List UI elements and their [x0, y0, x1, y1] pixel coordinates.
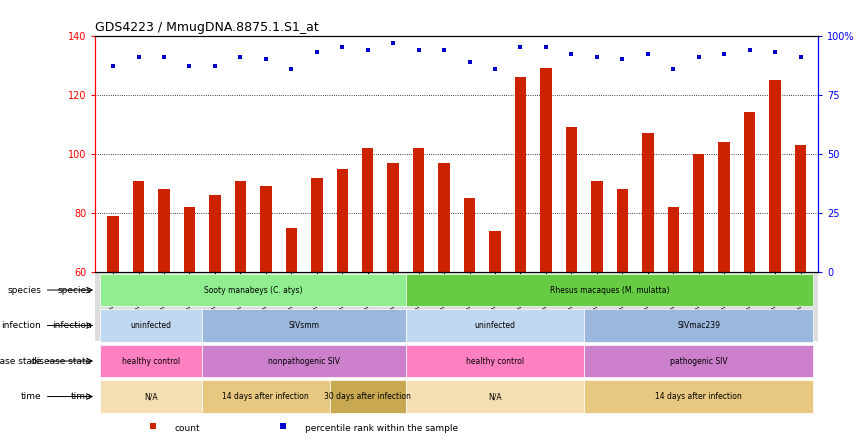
Text: healthy control: healthy control — [122, 357, 180, 365]
Bar — [235, 181, 246, 272]
Bar — [311, 178, 322, 272]
Bar — [260, 186, 272, 272]
Bar — [337, 169, 348, 272]
Bar — [668, 207, 679, 272]
Bar — [100, 309, 202, 342]
Text: Sooty manabeys (C. atys): Sooty manabeys (C. atys) — [204, 285, 302, 294]
Bar — [617, 190, 628, 272]
Text: healthy control: healthy control — [466, 357, 524, 365]
Bar — [464, 198, 475, 272]
Text: species: species — [7, 285, 41, 294]
Text: uninfected: uninfected — [475, 321, 515, 330]
Bar — [362, 148, 373, 272]
Text: SIVsmm: SIVsmm — [288, 321, 320, 330]
Text: uninfected: uninfected — [131, 321, 171, 330]
Bar — [329, 380, 406, 413]
Text: 14 days after infection: 14 days after infection — [223, 392, 309, 401]
Bar — [406, 380, 585, 413]
Bar — [585, 309, 813, 342]
Bar — [585, 380, 813, 413]
Bar — [184, 207, 195, 272]
Bar — [744, 112, 755, 272]
Bar — [158, 190, 170, 272]
Bar — [489, 231, 501, 272]
Bar — [406, 309, 585, 342]
Bar — [202, 309, 406, 342]
Bar — [565, 127, 577, 272]
Bar — [585, 345, 813, 377]
Bar — [540, 68, 552, 272]
Bar — [107, 216, 119, 272]
Bar — [514, 77, 527, 272]
Text: time: time — [21, 392, 41, 401]
Bar — [132, 181, 145, 272]
Text: time: time — [71, 392, 92, 401]
Bar — [642, 133, 654, 272]
Text: nonpathogenic SIV: nonpathogenic SIV — [268, 357, 340, 365]
Text: pathogenic SIV: pathogenic SIV — [670, 357, 727, 365]
Text: infection: infection — [1, 321, 41, 330]
Bar — [100, 274, 406, 306]
Bar — [693, 154, 704, 272]
Bar — [100, 345, 202, 377]
Bar — [406, 274, 813, 306]
Bar — [795, 145, 806, 272]
Bar — [591, 181, 603, 272]
Bar — [286, 228, 297, 272]
Text: count: count — [175, 424, 200, 433]
Bar — [202, 380, 329, 413]
Bar — [438, 163, 449, 272]
Text: disease state: disease state — [0, 357, 41, 365]
Text: 30 days after infection: 30 days after infection — [324, 392, 411, 401]
Bar — [769, 80, 781, 272]
Text: 14 days after infection: 14 days after infection — [656, 392, 742, 401]
Bar — [210, 195, 221, 272]
Text: N/A: N/A — [488, 392, 501, 401]
Text: N/A: N/A — [145, 392, 158, 401]
Bar — [100, 380, 202, 413]
Text: Rhesus macaques (M. mulatta): Rhesus macaques (M. mulatta) — [550, 285, 669, 294]
Text: infection: infection — [52, 321, 92, 330]
Text: SIVmac239: SIVmac239 — [677, 321, 721, 330]
Bar — [387, 163, 399, 272]
Text: percentile rank within the sample: percentile rank within the sample — [305, 424, 458, 433]
Text: disease state: disease state — [31, 357, 92, 365]
Bar — [719, 142, 730, 272]
Text: GDS4223 / MmugDNA.8875.1.S1_at: GDS4223 / MmugDNA.8875.1.S1_at — [95, 21, 319, 34]
Bar — [202, 345, 406, 377]
Text: species: species — [58, 285, 92, 294]
Bar — [413, 148, 424, 272]
Bar — [406, 345, 585, 377]
